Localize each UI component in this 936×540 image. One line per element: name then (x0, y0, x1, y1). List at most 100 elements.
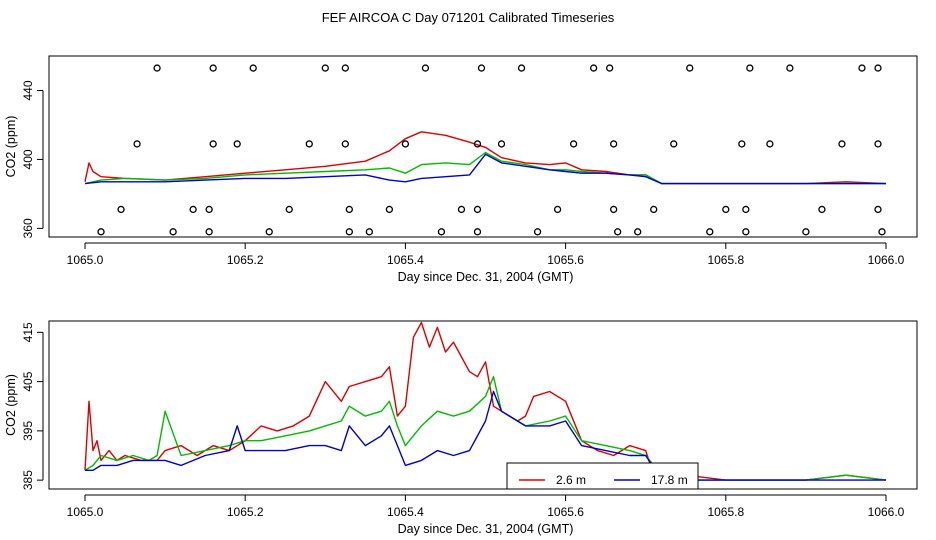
x-tick-label: 1065.2 (227, 253, 264, 267)
flag-point (610, 140, 618, 148)
flag-point (589, 64, 598, 72)
flag-point (858, 64, 866, 72)
flag-point (614, 228, 622, 236)
flag-point (437, 228, 446, 236)
flag-point (878, 228, 886, 236)
flag-point (209, 64, 217, 72)
series-line-blue (84, 153, 886, 185)
flag-point (802, 228, 810, 236)
flag-point (457, 205, 466, 214)
flag-point (169, 228, 177, 236)
flag-point (742, 205, 750, 214)
flag-point (249, 64, 257, 72)
flag-point (874, 64, 882, 72)
figure-title: FEF AIRCOA C Day 071201 Calibrated Times… (322, 10, 615, 25)
flag-point (345, 205, 353, 214)
x-axis: 1065.0 1065.2 1065.4 1065.6 1065.8 1066.0 (67, 242, 905, 267)
flag-point (153, 64, 161, 72)
flag-point (285, 205, 293, 214)
flag-point (738, 140, 746, 148)
x-tick-label: 1065.4 (387, 505, 424, 519)
series-line-2-6-m (84, 321, 887, 481)
flag-point (497, 140, 506, 148)
flag-point (341, 140, 349, 148)
flag-point (477, 64, 486, 72)
y-tick-label: 385 (21, 470, 35, 490)
flag-point (874, 140, 882, 148)
series-line-green (84, 376, 887, 481)
flag-points (97, 64, 886, 236)
flag-point (473, 228, 482, 236)
flag-point (766, 140, 774, 148)
flag-point (133, 140, 141, 148)
flag-point (553, 205, 562, 214)
series-group (84, 131, 887, 185)
flag-point (742, 228, 750, 236)
flag-point (634, 228, 642, 236)
y-tick-label: 415 (21, 322, 35, 342)
flag-point (401, 140, 410, 148)
legend: 2.6 m 17.8 m (506, 462, 699, 490)
x-tick-label: 1065.6 (547, 505, 584, 519)
x-tick-label: 1065.8 (707, 505, 744, 519)
x-axis-label: Day since Dec. 31, 2004 (GMT) (398, 270, 574, 284)
x-tick-label: 1066.0 (868, 505, 905, 519)
flag-point (205, 228, 213, 236)
flag-point (818, 205, 826, 214)
x-axis-label: Day since Dec. 31, 2004 (GMT) (398, 522, 574, 536)
legend-label: 2.6 m (556, 473, 586, 487)
flag-point (305, 140, 313, 148)
flag-point (874, 205, 882, 214)
flag-point (533, 228, 542, 236)
flag-point (341, 64, 349, 72)
flag-point (517, 64, 526, 72)
flag-point (606, 64, 614, 72)
top-panel: 1065.0 1065.2 1065.4 1065.6 1065.8 1066.0 Day … (4, 55, 918, 284)
x-tick-label: 1065.0 (67, 253, 104, 267)
x-tick-label: 1066.0 (868, 253, 905, 267)
flag-point (838, 140, 846, 148)
plot-frame (48, 55, 918, 238)
y-tick-label: 395 (21, 421, 35, 441)
y-tick-label: 405 (21, 371, 35, 391)
flag-point (746, 64, 754, 72)
flag-point (610, 205, 618, 214)
plot-frame (48, 320, 918, 490)
legend-label: 17.8 m (651, 473, 688, 487)
flag-point (205, 205, 213, 214)
flag-point (686, 64, 694, 72)
flag-point (321, 64, 329, 72)
y-axis-label: CO2 (ppm) (4, 374, 18, 436)
flag-point (189, 205, 197, 214)
x-tick-label: 1065.6 (547, 253, 584, 267)
legend-box (506, 462, 699, 490)
y-tick-label: 360 (21, 218, 35, 238)
flag-point (385, 205, 394, 214)
series-group (84, 321, 887, 481)
flag-point (786, 64, 794, 72)
y-axis: 385 395 405 415 (21, 322, 44, 490)
flag-point (670, 140, 678, 148)
y-tick-label: 440 (21, 80, 35, 100)
y-axis: 360 400 440 (21, 80, 44, 238)
flag-point (722, 205, 730, 214)
y-axis-label: CO2 (ppm) (4, 116, 18, 178)
x-tick-label: 1065.8 (707, 253, 744, 267)
flag-point (117, 205, 125, 214)
flag-point (365, 228, 374, 236)
flag-point (345, 228, 353, 236)
flag-point (650, 205, 658, 214)
flag-point (233, 140, 241, 148)
x-tick-label: 1065.0 (67, 505, 104, 519)
flag-point (265, 228, 273, 236)
flag-point (421, 64, 430, 72)
y-tick-label: 400 (21, 149, 35, 169)
flag-point (473, 205, 482, 214)
flag-point (706, 228, 714, 236)
flag-point (473, 140, 482, 148)
x-axis: 1065.0 1065.2 1065.4 1065.6 1065.8 1066.0 (67, 494, 905, 519)
flag-point (97, 228, 105, 236)
series-line-17-8-m (85, 390, 886, 481)
